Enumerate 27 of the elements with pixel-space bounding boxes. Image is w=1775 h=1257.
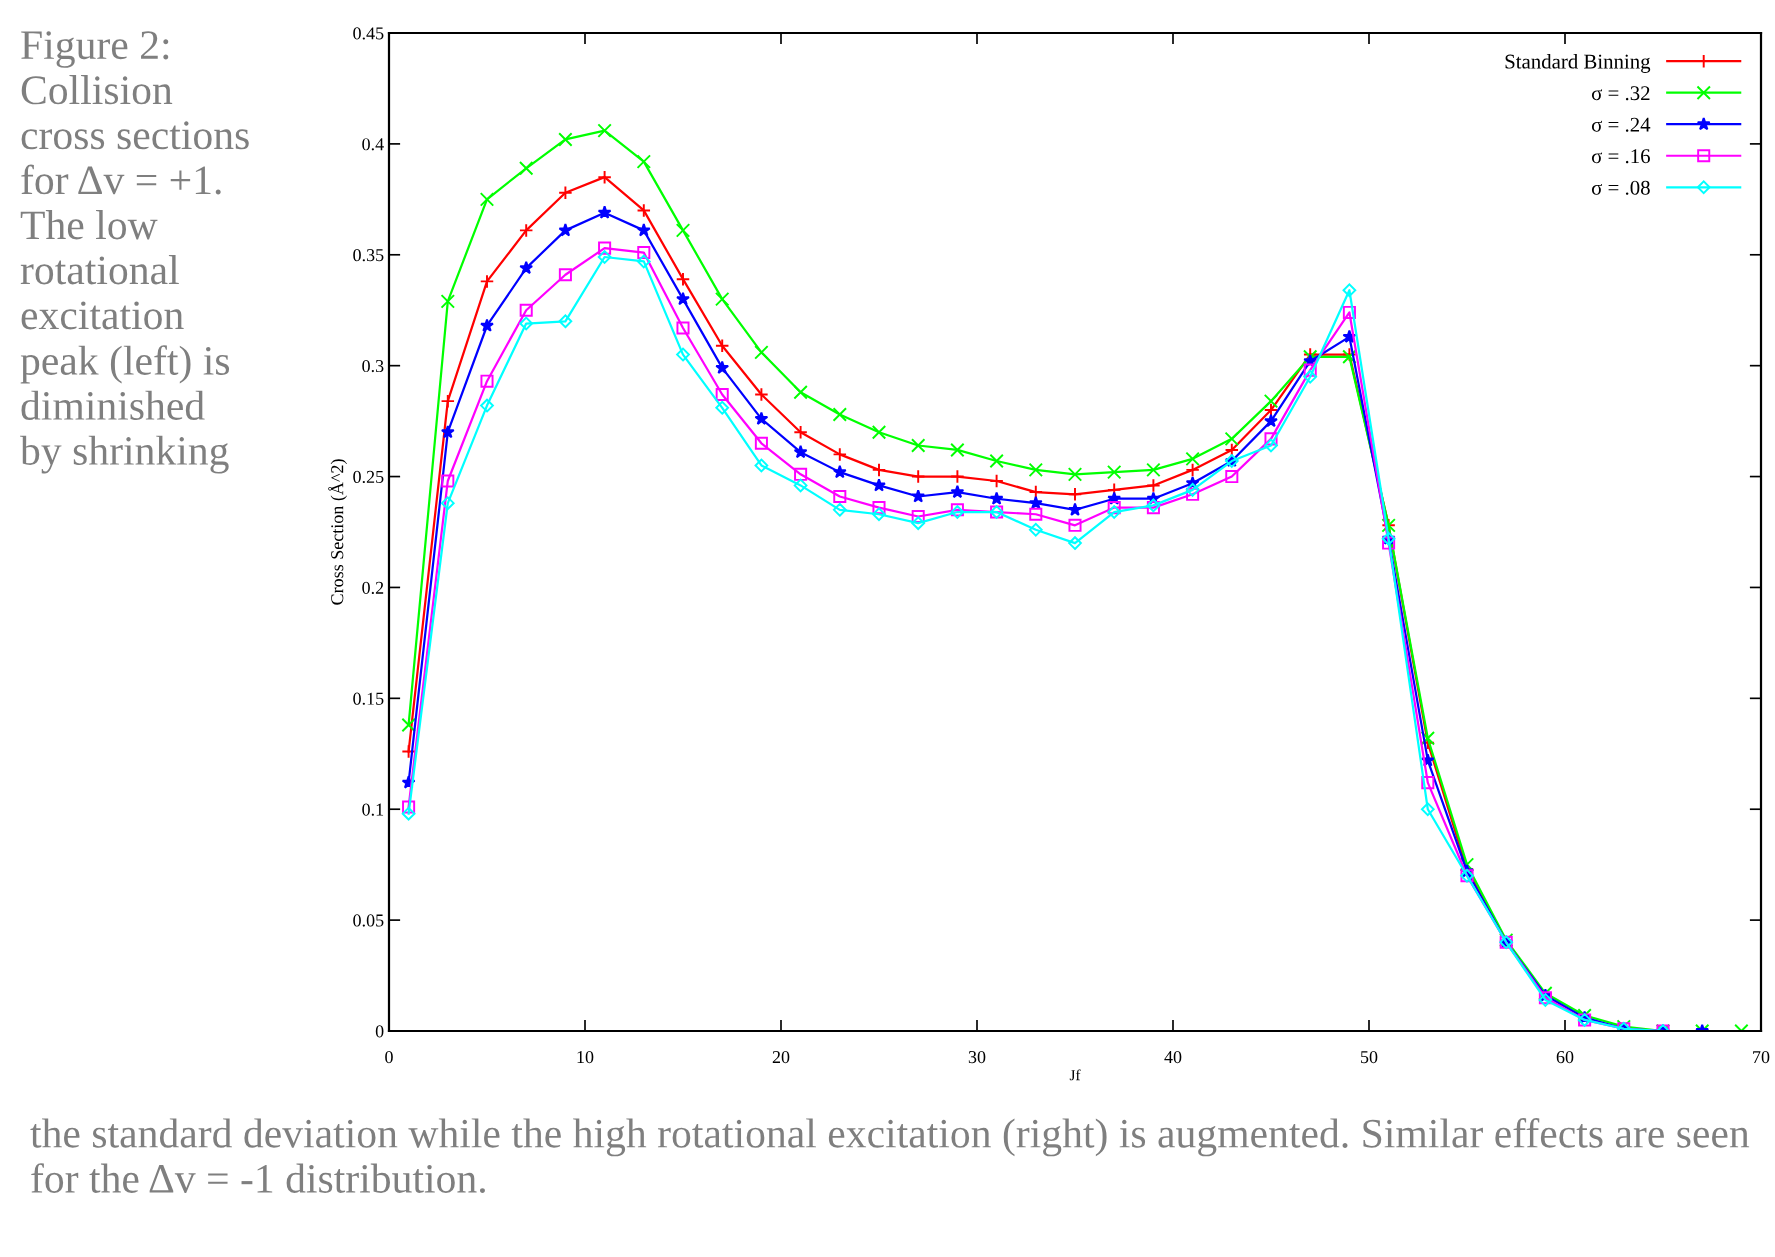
y-tick-label: 0.1 bbox=[362, 803, 384, 816]
legend-label: σ = .24 bbox=[1591, 117, 1651, 132]
y-tick-label: 0.45 bbox=[353, 27, 384, 40]
y-tick-label: 0.05 bbox=[353, 914, 384, 927]
legend-label: Standard Binning bbox=[1505, 53, 1651, 73]
x-tick-label: 60 bbox=[1556, 1050, 1574, 1064]
legend-label: σ = .08 bbox=[1591, 180, 1650, 195]
y-tick-label: 0.25 bbox=[353, 470, 384, 484]
x-axis-title: Jf bbox=[1069, 1069, 1081, 1081]
text: the standard deviation while the high rotational excitation (right) is augmented. Similar effects are seen for the Δv = -1 distribution. bbox=[30, 1118, 1750, 1194]
x-tick-label: 20 bbox=[772, 1050, 790, 1064]
x-tick-label: 50 bbox=[1361, 1050, 1378, 1064]
y-tick-label: 0.2 bbox=[362, 581, 384, 594]
x-tick-label: 0 bbox=[385, 1050, 393, 1064]
y-tick-label: 0.15 bbox=[353, 692, 384, 705]
y-axis-title: Cross Section (Å^2) bbox=[328, 459, 347, 605]
y-tick-label: 0 bbox=[375, 1025, 384, 1038]
x-tick-label: 10 bbox=[577, 1050, 594, 1064]
y-tick-label: 0.35 bbox=[353, 249, 384, 262]
legend-label: σ = .16 bbox=[1591, 149, 1650, 164]
x-tick-label: 40 bbox=[1164, 1050, 1182, 1064]
x-tick-label: 30 bbox=[968, 1050, 986, 1064]
y-tick-label: 0.4 bbox=[362, 138, 384, 151]
y-tick-label: 0.3 bbox=[362, 359, 384, 373]
x-tick-label: 70 bbox=[1753, 1050, 1770, 1064]
text: Figure 2: Collision cross sections for Δv = +1. The low rotational excitation peak (left) is diminished by shrinking bbox=[20, 31, 249, 474]
legend-label: σ = .32 bbox=[1591, 86, 1650, 101]
